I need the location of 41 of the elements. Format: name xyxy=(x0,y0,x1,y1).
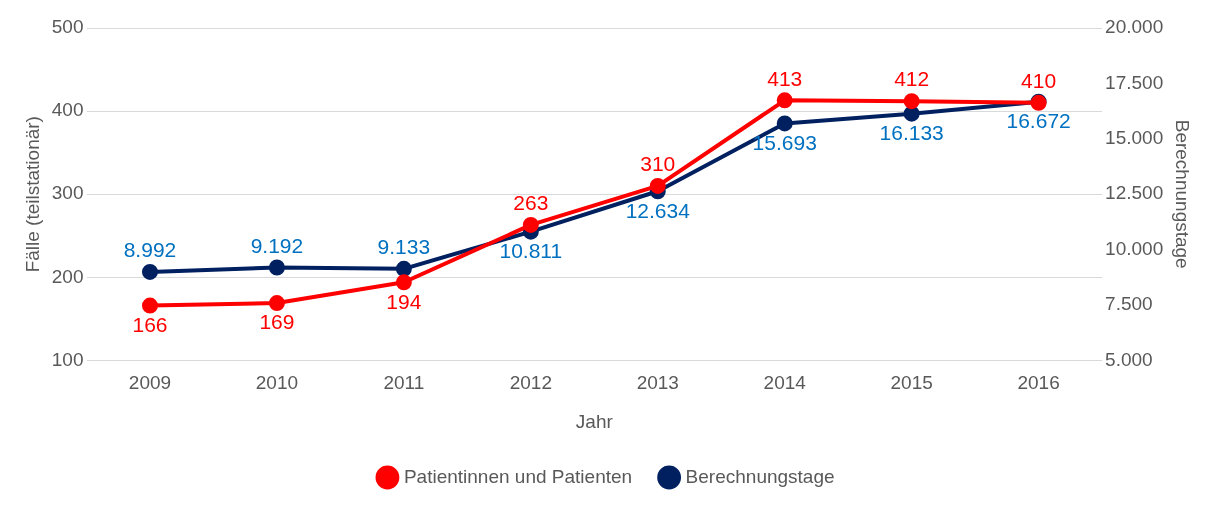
y-tick-label: 100 xyxy=(51,348,84,370)
data-label: 263 xyxy=(513,191,549,215)
data-label: 412 xyxy=(894,67,930,91)
data-label: 310 xyxy=(640,152,676,176)
x-tick-label: 2013 xyxy=(636,372,679,394)
data-label: 413 xyxy=(767,66,803,90)
x-tick-label: 2015 xyxy=(890,372,933,394)
y2-tick-label: 5.000 xyxy=(1105,348,1153,370)
y2-tick-label: 10.000 xyxy=(1105,237,1164,259)
x-axis-title: Jahr xyxy=(575,410,614,432)
y-tick-label: 300 xyxy=(51,182,84,204)
y2-tick-label: 17.500 xyxy=(1105,71,1164,93)
data-label: 15.693 xyxy=(752,130,817,154)
data-label: 12.634 xyxy=(625,198,691,222)
y2-tick-label: 15.000 xyxy=(1105,127,1164,149)
data-label: 9.192 xyxy=(250,233,304,257)
data-label: 166 xyxy=(132,312,168,336)
data-label: 10.811 xyxy=(499,238,563,262)
x-tick-label: 2009 xyxy=(128,372,172,394)
y-tick-label: 400 xyxy=(51,99,84,121)
data-label: 194 xyxy=(386,289,422,313)
data-label: 410 xyxy=(1021,69,1057,93)
y2-tick-label: 12.500 xyxy=(1105,182,1164,204)
x-tick-label: 2011 xyxy=(383,372,425,394)
data-label: 16.133 xyxy=(879,120,944,144)
y2-axis-title: Berechnungstage xyxy=(1172,119,1194,269)
y-tick-label: 500 xyxy=(51,16,84,38)
data-label: 169 xyxy=(259,310,295,334)
x-tick-label: 2014 xyxy=(763,372,807,394)
y2-tick-label: 7.500 xyxy=(1105,293,1153,315)
legend-label: Patientinnen und Patienten xyxy=(403,465,633,487)
y2-tick-label: 20.000 xyxy=(1105,16,1164,38)
y-tick-label: 200 xyxy=(51,265,84,287)
x-tick-label: 2016 xyxy=(1017,372,1060,394)
data-label: 8.992 xyxy=(123,238,177,262)
y-axis-title: Fälle (teilstationär) xyxy=(21,116,43,273)
x-tick-label: 2010 xyxy=(255,372,299,394)
data-label: 9.133 xyxy=(377,235,431,259)
legend-label: Berechnungstage xyxy=(685,465,835,487)
data-label: 16.672 xyxy=(1006,109,1071,133)
x-tick-label: 2012 xyxy=(509,372,552,394)
